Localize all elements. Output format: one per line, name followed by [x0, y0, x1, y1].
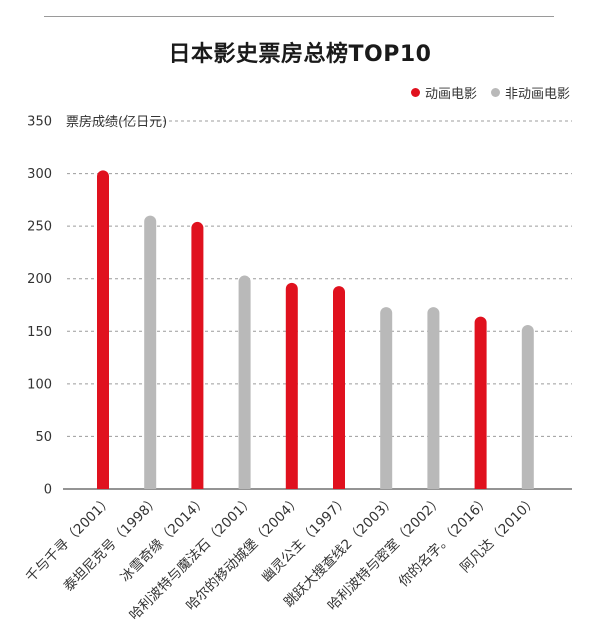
legend-marker-non-animated	[490, 88, 500, 97]
bar-non-animated	[380, 307, 393, 489]
y-tick-label: 150	[27, 325, 52, 340]
x-category-label: 千与千寻（2001）	[23, 493, 116, 586]
legend-label-non-animated: 非动画电影	[504, 87, 570, 102]
legend-marker-animated	[410, 88, 420, 97]
bar-animated	[285, 282, 298, 489]
legend: 动画电影 非动画电影	[410, 83, 570, 102]
y-tick-label: 300	[27, 167, 52, 182]
x-category-label: 幽灵公主（1997）	[259, 493, 352, 586]
legend-label-animated: 动画电影	[424, 87, 477, 102]
bar-animated	[474, 316, 487, 489]
bar-animated	[333, 286, 345, 489]
y-tick-label: 250	[27, 220, 52, 235]
bar-animated	[191, 221, 204, 490]
legend-item-non-animated: 非动画电影	[490, 83, 570, 102]
y-tick-label: 100	[27, 377, 52, 392]
bar-non-animated	[521, 324, 534, 489]
legend-item-animated: 动画电影	[410, 83, 477, 102]
top-divider	[44, 16, 554, 17]
y-tick-label: 50	[35, 430, 52, 445]
y-tick-label: 350	[27, 115, 52, 130]
bar-animated	[97, 170, 109, 489]
y-tick-label: 0	[44, 483, 52, 498]
y-tick-label: 200	[27, 272, 52, 287]
y-axis-label: 票房成绩(亿日元)	[66, 114, 167, 130]
chart-title: 日本影史票房总榜TOP10	[168, 42, 432, 67]
bar-non-animated	[144, 215, 157, 489]
bar-non-animated	[238, 275, 251, 489]
x-category-label: 冰雪奇缘（2014）	[117, 492, 211, 586]
x-category-label: 你的名字。（2016）	[396, 493, 494, 591]
bar-non-animated	[427, 307, 440, 489]
